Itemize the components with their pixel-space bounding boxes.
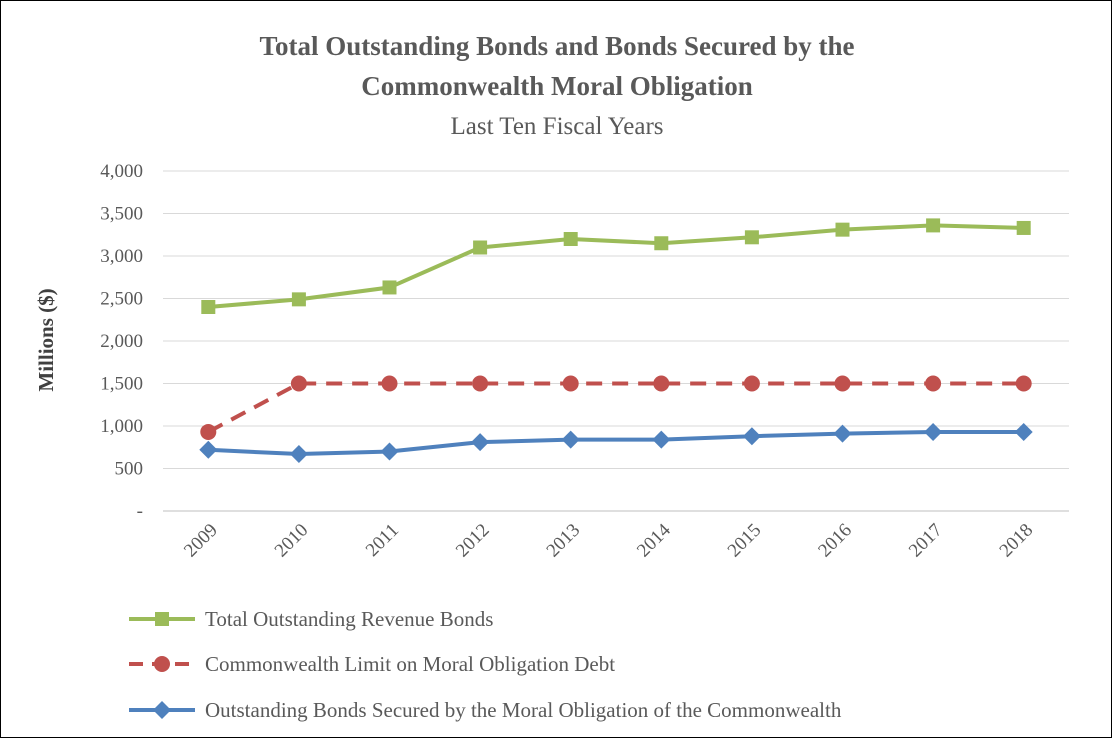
- data-point: [926, 218, 941, 233]
- legend-swatch-marker: [154, 656, 170, 672]
- data-point: [382, 280, 397, 295]
- y-axis-ticks: - 500 1,000 1,500 2,000 2,500 3,000 3,500 4,000: [100, 161, 143, 522]
- y-tick-label: 2,000: [100, 331, 143, 352]
- y-tick-label: 4,000: [100, 161, 143, 182]
- series-line: [206, 223, 1026, 309]
- data-point: [380, 442, 399, 461]
- data-point: [563, 232, 578, 246]
- legend-item-2: Commonwealth Limit on Moral Obligation D…: [129, 652, 615, 676]
- data-point: [1015, 375, 1032, 392]
- y-tick-label: 3,000: [100, 246, 143, 267]
- data-point: [562, 375, 579, 392]
- data-point: [289, 445, 308, 464]
- data-point: [561, 430, 580, 449]
- legend-label: Commonwealth Limit on Moral Obligation D…: [205, 652, 615, 676]
- y-tick-label: 1,500: [100, 374, 143, 395]
- data-point: [471, 433, 490, 452]
- y-tick-label: 2,500: [100, 289, 143, 310]
- x-axis-ticks: 2009 2010 2011 2012 2013 2014 2015 2016 2017 2018: [180, 519, 1037, 561]
- y-tick-label: 500: [115, 459, 144, 480]
- legend-label: Outstanding Bonds Secured by the Moral O…: [205, 698, 842, 722]
- series-lines: [199, 218, 1033, 464]
- legend-swatch-marker: [155, 612, 169, 626]
- x-tick-label: 2015: [724, 520, 766, 562]
- data-point: [652, 430, 671, 449]
- x-tick-label: 2010: [271, 520, 313, 562]
- chart-title-line-1: Total Outstanding Bonds and Bonds Secure…: [260, 31, 855, 61]
- data-point: [1014, 422, 1033, 441]
- x-tick-label: 2009: [180, 520, 222, 562]
- x-tick-label: 2018: [996, 520, 1038, 562]
- y-tick-label: 3,500: [100, 204, 143, 225]
- series-3: [199, 422, 1033, 464]
- data-point: [925, 375, 942, 392]
- data-point: [199, 440, 218, 459]
- data-point: [291, 292, 306, 307]
- series-1: [201, 218, 1031, 314]
- x-tick-label: 2011: [362, 520, 403, 561]
- data-point: [924, 422, 943, 441]
- x-tick-label: 2017: [905, 520, 947, 562]
- data-point: [743, 375, 760, 392]
- series-line: [207, 381, 1024, 434]
- series-line: [206, 429, 1026, 457]
- data-point: [653, 375, 670, 392]
- data-point: [833, 424, 852, 443]
- data-point: [654, 236, 669, 251]
- legend: Total Outstanding Revenue Bonds Commonwea…: [129, 607, 842, 722]
- data-point: [834, 375, 851, 392]
- y-tick-label: 1,000: [100, 416, 143, 437]
- data-point: [200, 423, 217, 440]
- x-tick-label: 2016: [814, 520, 856, 562]
- data-point: [472, 375, 489, 392]
- x-tick-label: 2012: [452, 520, 494, 562]
- data-point: [473, 240, 488, 255]
- data-point: [290, 375, 307, 392]
- x-tick-label: 2014: [633, 519, 675, 561]
- series-2: [200, 375, 1032, 440]
- data-point: [201, 300, 216, 314]
- legend-label: Total Outstanding Revenue Bonds: [205, 607, 493, 631]
- data-point: [381, 375, 398, 392]
- x-tick-label: 2013: [543, 520, 585, 562]
- y-axis-label: Millions ($): [34, 288, 58, 391]
- data-point: [1016, 220, 1031, 235]
- data-point: [835, 222, 850, 237]
- y-tick-label: -: [137, 501, 143, 522]
- legend-item-3: Outstanding Bonds Secured by the Moral O…: [129, 698, 842, 722]
- chart-subtitle: Last Ten Fiscal Years: [450, 113, 663, 140]
- data-point: [744, 230, 759, 245]
- chart-title-line-2: Commonwealth Moral Obligation: [361, 71, 753, 101]
- legend-item-1: Total Outstanding Revenue Bonds: [129, 607, 493, 631]
- legend-swatch-marker: [153, 701, 171, 719]
- data-point: [742, 427, 761, 446]
